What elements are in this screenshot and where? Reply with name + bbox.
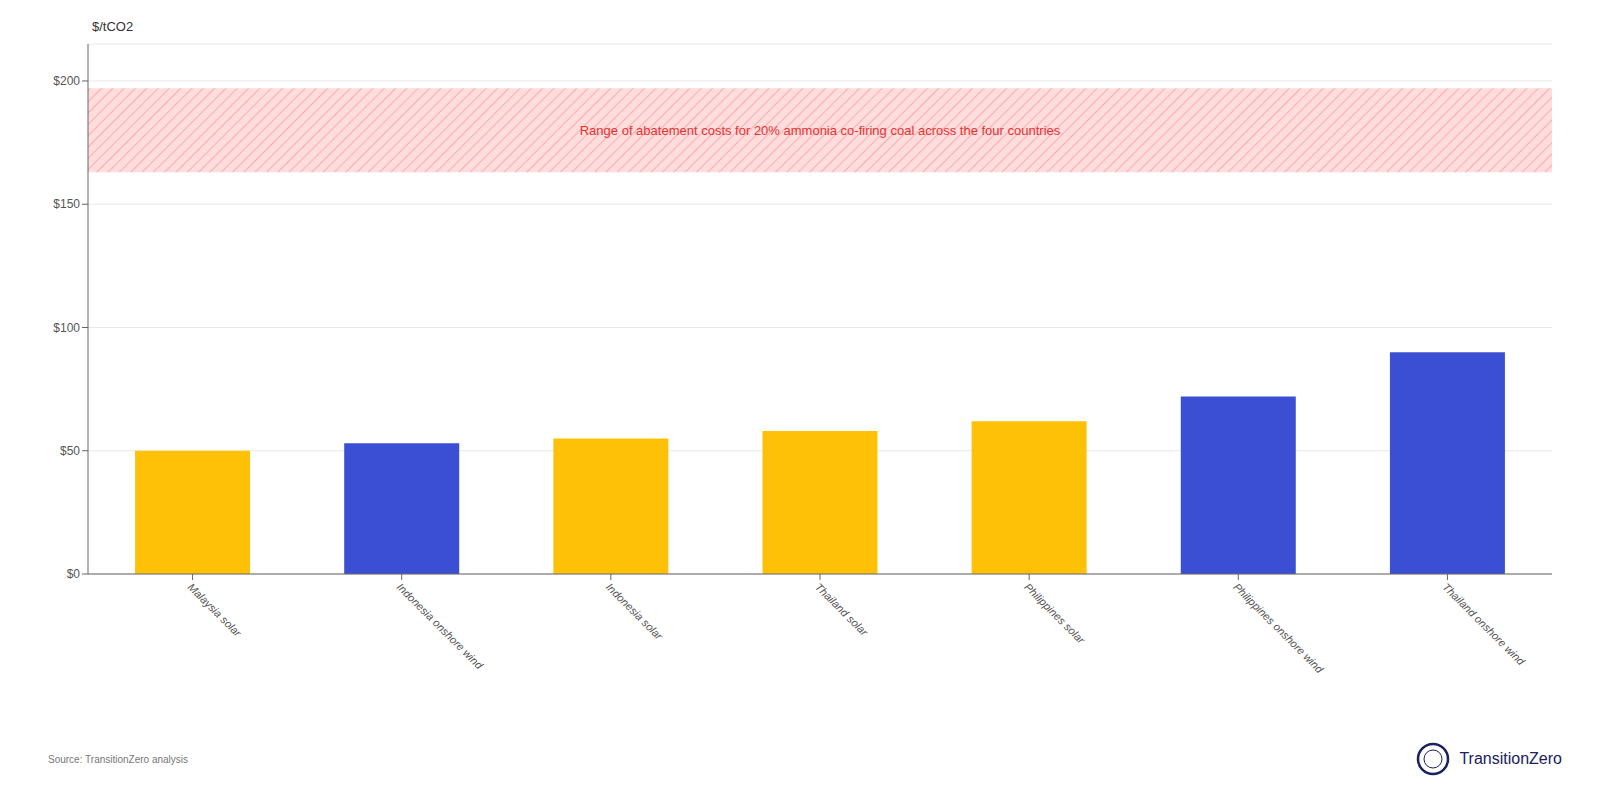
svg-text:Thailand onshore wind: Thailand onshore wind bbox=[1440, 581, 1527, 668]
html-text:Source: TransitionZero analysi: Source: TransitionZero analysis bbox=[48, 753, 189, 765]
svg-text:Indonesia solar: Indonesia solar bbox=[604, 581, 666, 643]
html-text:TransitionZero: TransitionZero bbox=[1459, 750, 1562, 767]
svg-text:$150: $150 bbox=[53, 197, 80, 211]
svg-text:Philippines solar: Philippines solar bbox=[1022, 581, 1088, 647]
svg-text:Philippines onshore wind: Philippines onshore wind bbox=[1231, 581, 1326, 676]
svg-text:$0: $0 bbox=[67, 567, 81, 581]
svg-text:$100: $100 bbox=[53, 321, 80, 335]
html-text:$/tCO2: $/tCO2 bbox=[92, 19, 134, 34]
svg-text:Indonesia onshore wind: Indonesia onshore wind bbox=[395, 581, 486, 672]
svg-text:Range of abatement costs for 2: Range of abatement costs for 20% ammonia… bbox=[580, 123, 1061, 138]
svg-text:$50: $50 bbox=[60, 444, 80, 458]
svg-text:Malaysia solar: Malaysia solar bbox=[186, 581, 245, 640]
svg-text:Thailand solar: Thailand solar bbox=[813, 581, 871, 639]
svg-text:$200: $200 bbox=[53, 74, 80, 88]
